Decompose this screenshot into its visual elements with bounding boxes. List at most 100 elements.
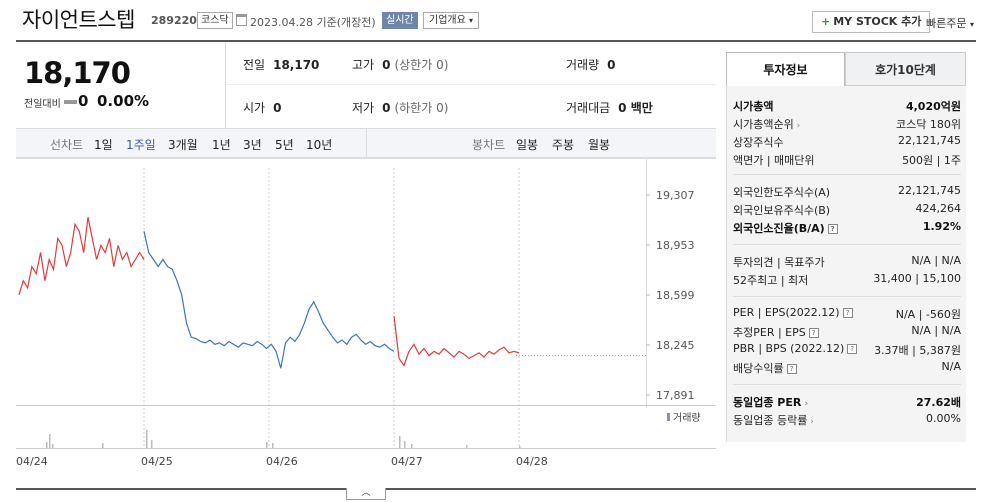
summary-value: 0 xyxy=(382,101,391,115)
chevron-down-icon: ▾ xyxy=(469,16,474,25)
summary-low: 저가 0 (하한가 0) xyxy=(352,99,448,116)
add-mystock-label: MY STOCK 추가 xyxy=(833,15,922,28)
info-value: 424,264 xyxy=(915,202,962,215)
info-value: 31,400 | 15,100 xyxy=(873,272,961,285)
company-info-dropdown[interactable]: 기업개요 ▾ xyxy=(423,12,480,29)
chevron-right-icon[interactable]: › xyxy=(793,121,801,131)
volume-legend-icon xyxy=(667,413,670,421)
chevron-right-icon[interactable]: › xyxy=(807,417,814,427)
candle-tab-monthly[interactable]: 월봉 xyxy=(588,138,611,152)
volume-bar xyxy=(466,445,468,448)
info-value: 1.92% xyxy=(922,220,961,233)
quick-order-link[interactable]: 빠른주문 ▾ xyxy=(926,15,974,31)
info-value: 22,121,745 xyxy=(898,134,961,147)
stock-code: 289220 xyxy=(151,14,197,27)
volume-bar xyxy=(411,444,413,448)
market-badge: 코스닥 xyxy=(197,12,233,29)
stock-name: 자이언트스텝 xyxy=(22,8,135,32)
volume-bar xyxy=(146,430,148,448)
summary-volume: 거래량 0 xyxy=(566,56,615,73)
period-tab-1y[interactable]: 1년 xyxy=(212,138,231,152)
help-icon[interactable]: ? xyxy=(827,224,838,234)
info-key: 외국인한도주식수(A) xyxy=(733,186,831,199)
info-row: 시가총액 4,020억원 xyxy=(733,96,961,114)
period-tab-3y[interactable]: 3년 xyxy=(243,138,262,152)
info-value: N/A | N/A xyxy=(911,254,961,267)
tab-investment-info[interactable]: 투자정보 xyxy=(726,52,845,86)
quick-order-label: 빠른주문 xyxy=(926,17,967,30)
info-row: 투자의견 | 목표주가 N/A | N/A xyxy=(733,252,961,270)
summary-high: 고가 0 (상한가 0) xyxy=(352,56,448,73)
period-tab-3m[interactable]: 3개월 xyxy=(168,138,198,152)
candle-tab-weekly[interactable]: 주봉 xyxy=(552,138,575,152)
candle-chart-label: 봉차트 xyxy=(472,138,506,152)
help-icon[interactable]: ? xyxy=(847,344,858,354)
volume-bar xyxy=(404,441,406,448)
info-row[interactable]: 동일업종 등락률 › 0.00% xyxy=(733,410,961,428)
info-row[interactable]: 동일업종 PER › 27.62배 xyxy=(733,392,961,410)
info-key: 외국인보유주식수(B) xyxy=(733,204,831,217)
info-key: 상장주식수 xyxy=(733,136,784,149)
info-row[interactable]: 외국인소진율(B/A)? 1.92% xyxy=(733,218,961,236)
price-chart[interactable]: 19,307 18,953 18,599 18,245 17,891 04/24 04/25… xyxy=(16,158,716,488)
info-separator xyxy=(733,384,961,385)
chevron-right-icon[interactable]: › xyxy=(801,399,809,409)
volume-bar xyxy=(272,443,274,448)
volume-bar xyxy=(46,442,48,448)
volume-bar xyxy=(49,434,51,448)
change-label: 전일대비 xyxy=(24,99,61,110)
info-value: N/A | -560원 xyxy=(895,308,961,321)
info-row[interactable]: PBR | BPS (2022.12)? 3.37배 | 5,387원 xyxy=(733,340,961,358)
summary-value: 0 xyxy=(273,101,282,115)
collapse-button[interactable]: ︿ xyxy=(346,488,386,500)
info-key: 52주최고 | 최저 xyxy=(733,274,809,287)
period-tab-5y[interactable]: 5년 xyxy=(275,138,294,152)
summary-value: 0 xyxy=(607,58,616,72)
info-row[interactable]: PER | EPS(2022.12)? N/A | -560원 xyxy=(733,304,961,322)
help-icon[interactable]: ? xyxy=(842,308,853,318)
help-icon[interactable]: ? xyxy=(786,364,797,374)
price-box: 18,170 전일대비 0 0.00% xyxy=(16,42,226,128)
help-icon[interactable]: ? xyxy=(808,328,819,338)
summary-turnover: 거래대금 0 백만 xyxy=(566,99,653,116)
info-key: 동일업종 PER › xyxy=(733,396,809,409)
period-tab-10y[interactable]: 10년 xyxy=(306,138,333,152)
info-row[interactable]: 배당수익률? N/A xyxy=(733,358,961,376)
x-tick-label: 04/26 xyxy=(266,455,298,468)
unchanged-icon xyxy=(64,100,77,104)
info-key: PER | EPS(2022.12)? xyxy=(733,306,853,319)
realtime-badge[interactable]: 실시간 xyxy=(382,12,418,29)
period-tab-1d[interactable]: 1일 xyxy=(94,138,113,152)
summary-label: 전일 xyxy=(243,58,266,72)
period-tab-1w[interactable]: 1주일 xyxy=(126,138,156,152)
candle-tab-daily[interactable]: 일봉 xyxy=(516,138,539,152)
summary-sub: (하한가 0) xyxy=(394,101,449,115)
info-value: 3.37배 | 5,387원 xyxy=(874,344,961,357)
info-row[interactable]: 시가총액순위 › 코스닥 180위 xyxy=(733,114,961,132)
volume-bar xyxy=(151,440,153,448)
y-tick-label: 18,953 xyxy=(656,239,695,252)
date-text: 2023.04.28 기준(개장전) xyxy=(250,16,376,29)
info-value: N/A | N/A xyxy=(911,324,961,337)
summary-label: 저가 xyxy=(352,101,375,115)
tab-order-book-10[interactable]: 호가10단계 xyxy=(845,52,966,86)
change-percent: 0.00% xyxy=(97,92,150,110)
period-divider xyxy=(366,129,367,157)
info-row: 외국인보유주식수(B) 424,264 xyxy=(733,200,961,218)
info-row: 52주최고 | 최저 31,400 | 15,100 xyxy=(733,270,961,288)
info-value: 500원 | 1주 xyxy=(902,154,961,167)
info-row: 외국인한도주식수(A) 22,121,745 xyxy=(733,182,961,200)
info-row[interactable]: 추정PER | EPS? N/A | N/A xyxy=(733,322,961,340)
info-key: 액면가 | 매매단위 xyxy=(733,154,815,167)
bottom-divider xyxy=(16,488,976,490)
summary-label: 고가 xyxy=(352,58,375,72)
add-mystock-button[interactable]: + MY STOCK 추가 xyxy=(812,11,931,33)
info-separator xyxy=(733,296,961,297)
line-chart-label: 선차트 xyxy=(50,138,84,152)
info-separator xyxy=(733,174,961,175)
volume-bar xyxy=(52,444,54,448)
company-info-label: 기업개요 xyxy=(429,15,466,26)
info-value: 0.00% xyxy=(926,412,961,425)
